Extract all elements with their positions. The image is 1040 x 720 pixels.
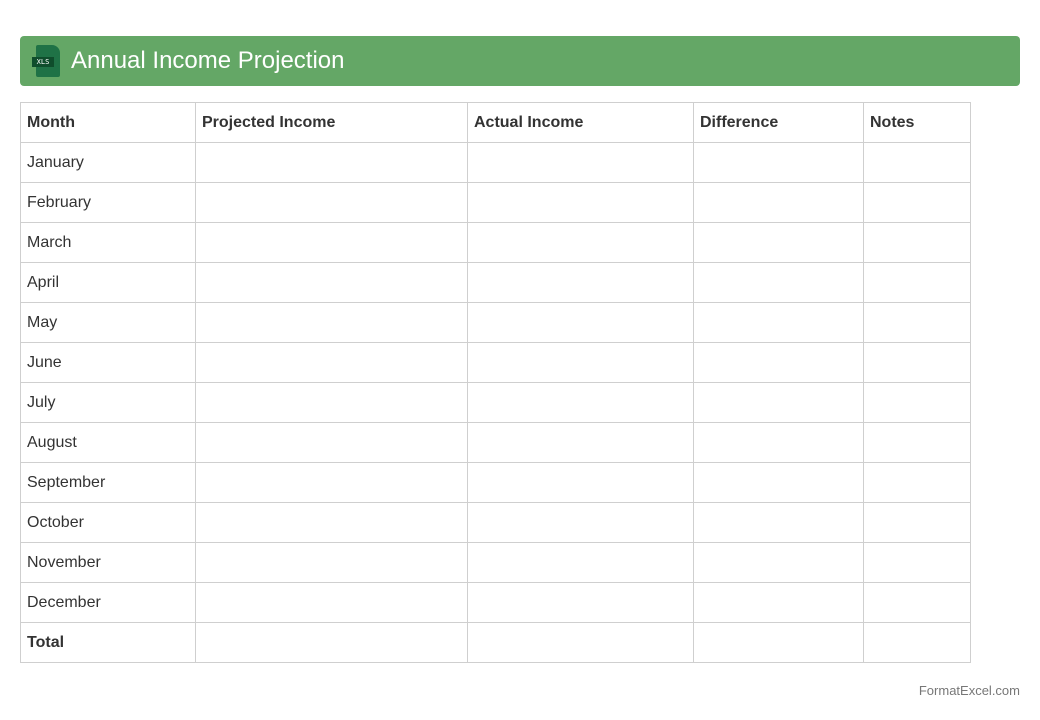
table-row: August — [20, 422, 971, 463]
input-cell[interactable] — [693, 382, 864, 423]
input-cell[interactable] — [693, 262, 864, 303]
table-row: May — [20, 302, 971, 343]
input-cell[interactable] — [467, 262, 694, 303]
table-header-row: Month Projected Income Actual Income Differ… — [20, 102, 971, 143]
month-cell: May — [20, 302, 196, 343]
input-cell[interactable] — [195, 502, 468, 543]
input-cell[interactable] — [863, 622, 971, 663]
column-header: Month — [20, 102, 196, 143]
input-cell[interactable] — [863, 422, 971, 463]
month-cell: October — [20, 502, 196, 543]
page-title: Annual Income Projection — [71, 47, 345, 74]
input-cell[interactable] — [863, 342, 971, 383]
month-cell: June — [20, 342, 196, 383]
table-row: Total — [20, 622, 971, 663]
input-cell[interactable] — [195, 462, 468, 503]
input-cell[interactable] — [467, 462, 694, 503]
month-cell: July — [20, 382, 196, 423]
month-cell: December — [20, 582, 196, 623]
input-cell[interactable] — [693, 582, 864, 623]
input-cell[interactable] — [863, 222, 971, 263]
input-cell[interactable] — [195, 542, 468, 583]
input-cell[interactable] — [467, 142, 694, 183]
input-cell[interactable] — [863, 542, 971, 583]
income-table: Month Projected Income Actual Income Differ… — [20, 102, 971, 663]
input-cell[interactable] — [863, 302, 971, 343]
input-cell[interactable] — [863, 502, 971, 543]
input-cell[interactable] — [195, 142, 468, 183]
footer-credit: FormatExcel.com — [918, 683, 1020, 698]
table-row: December — [20, 582, 971, 623]
input-cell[interactable] — [195, 582, 468, 623]
input-cell[interactable] — [467, 502, 694, 543]
column-header: Projected Income — [195, 102, 468, 143]
input-cell[interactable] — [467, 382, 694, 423]
table-row: October — [20, 502, 971, 543]
month-cell: January — [20, 142, 196, 183]
input-cell[interactable] — [693, 462, 864, 503]
input-cell[interactable] — [195, 622, 468, 663]
table-row: January — [20, 142, 971, 183]
table-row: June — [20, 342, 971, 383]
input-cell[interactable] — [467, 302, 694, 343]
input-cell[interactable] — [863, 462, 971, 503]
input-cell[interactable] — [863, 142, 971, 183]
table-row: March — [20, 222, 971, 263]
table-row: November — [20, 542, 971, 583]
table-row: April — [20, 262, 971, 303]
input-cell[interactable] — [467, 622, 694, 663]
month-cell: March — [20, 222, 196, 263]
input-cell[interactable] — [467, 422, 694, 463]
input-cell[interactable] — [863, 182, 971, 223]
input-cell[interactable] — [195, 222, 468, 263]
month-cell: Total — [20, 622, 196, 663]
column-header: Actual Income — [467, 102, 694, 143]
input-cell[interactable] — [693, 222, 864, 263]
input-cell[interactable] — [467, 582, 694, 623]
input-cell[interactable] — [863, 262, 971, 303]
column-header: Notes — [863, 102, 971, 143]
xls-file-icon: XLS — [32, 45, 60, 77]
month-cell: November — [20, 542, 196, 583]
input-cell[interactable] — [195, 422, 468, 463]
input-cell[interactable] — [195, 182, 468, 223]
table-row: September — [20, 462, 971, 503]
input-cell[interactable] — [467, 182, 694, 223]
input-cell[interactable] — [195, 302, 468, 343]
input-cell[interactable] — [863, 582, 971, 623]
table-row: February — [20, 182, 971, 223]
input-cell[interactable] — [195, 262, 468, 303]
month-cell: February — [20, 182, 196, 223]
input-cell[interactable] — [693, 142, 864, 183]
input-cell[interactable] — [693, 422, 864, 463]
input-cell[interactable] — [693, 542, 864, 583]
table-row: July — [20, 382, 971, 423]
input-cell[interactable] — [693, 342, 864, 383]
month-cell: August — [20, 422, 196, 463]
input-cell[interactable] — [693, 502, 864, 543]
month-cell: September — [20, 462, 196, 503]
column-header: Difference — [693, 102, 864, 143]
input-cell[interactable] — [195, 382, 468, 423]
input-cell[interactable] — [693, 302, 864, 343]
title-banner: XLS Annual Income Projection — [20, 36, 1020, 86]
input-cell[interactable] — [693, 182, 864, 223]
input-cell[interactable] — [467, 342, 694, 383]
input-cell[interactable] — [693, 622, 864, 663]
input-cell[interactable] — [467, 542, 694, 583]
input-cell[interactable] — [195, 342, 468, 383]
input-cell[interactable] — [863, 382, 971, 423]
input-cell[interactable] — [467, 222, 694, 263]
month-cell: April — [20, 262, 196, 303]
